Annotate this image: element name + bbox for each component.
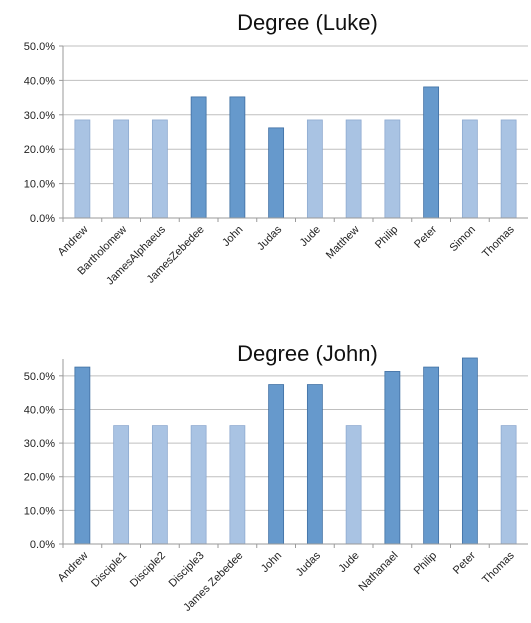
bar-philip [423,366,440,545]
bar-thomas [500,425,517,545]
bar-john [229,96,246,219]
x-tick-label: Andrew [56,224,91,259]
bar-peter [461,357,478,545]
bar-andrew [74,119,91,219]
bar-judas [306,384,323,545]
x-tick-label: Simon [447,224,478,255]
y-tick-label: 10.0% [24,505,55,517]
x-tick-label: Matthew [324,224,362,262]
x-tick-label: Disciple2 [128,550,168,590]
bar-john [268,384,285,545]
y-tick-label: 0.0% [30,213,55,225]
bar-disciple3 [190,425,207,545]
x-tick-label: Thomas [480,549,517,586]
y-tick-label: 50.0% [24,371,55,383]
x-tick-label: John [220,224,245,249]
y-tick-label: 30.0% [24,110,55,122]
john-degree-chart: Degree (John) 0.0% 10.0% 20.0% 30.0% 40.0% 50.… [24,341,528,614]
y-tick-label: 50.0% [24,41,55,53]
x-tick-label: Andrew [56,550,91,585]
chart-title: Degree (John) [237,341,378,366]
bar-jude [345,425,362,545]
bar-judas [268,127,285,219]
bar-disciple2 [151,425,168,545]
x-tick-label: Jude [336,550,361,575]
y-tick-label: 40.0% [24,75,55,87]
bar-james-zebedee [229,425,246,545]
x-tick-label: Peter [451,549,478,576]
bar-peter [423,86,440,219]
x-tick-label: Thomas [480,223,517,260]
bar-disciple1 [113,425,130,545]
bar-jude [306,119,323,219]
bar-bartholomew [113,119,130,219]
luke-degree-chart: Degree (Luke) 0.0% 10.0% 20.0% 30.0% 40.0% 50.… [24,10,528,287]
x-tick-label: Philip [412,550,440,578]
x-tick-label: Peter [412,223,439,250]
bar-andrew [74,366,91,545]
y-tick-label: 20.0% [24,472,55,484]
y-tick-label: 20.0% [24,144,55,156]
x-tick-label: Disciple3 [167,550,207,590]
chart-title: Degree (Luke) [237,10,378,35]
bar-nathanael [384,371,401,545]
y-tick-label: 10.0% [24,179,55,191]
x-tick-label: John [259,550,284,575]
bar-simon [461,119,478,219]
x-tick-label: Disciple1 [89,550,129,590]
x-tick-label: Philip [373,224,401,252]
x-tick-label: Nathanael [357,550,401,594]
x-tick-label: Judas [294,549,324,579]
bar-matthew [345,119,362,219]
y-tick-label: 30.0% [24,438,55,450]
bar-thomas [500,119,517,219]
bar-philip [384,119,401,219]
bar-jameszebedee [190,96,207,219]
y-tick-label: 0.0% [30,539,55,551]
y-tick-label: 40.0% [24,404,55,416]
x-tick-label: Judas [255,223,285,253]
bar-jamesalphaeus [151,119,168,219]
x-tick-label: Jude [298,224,323,249]
